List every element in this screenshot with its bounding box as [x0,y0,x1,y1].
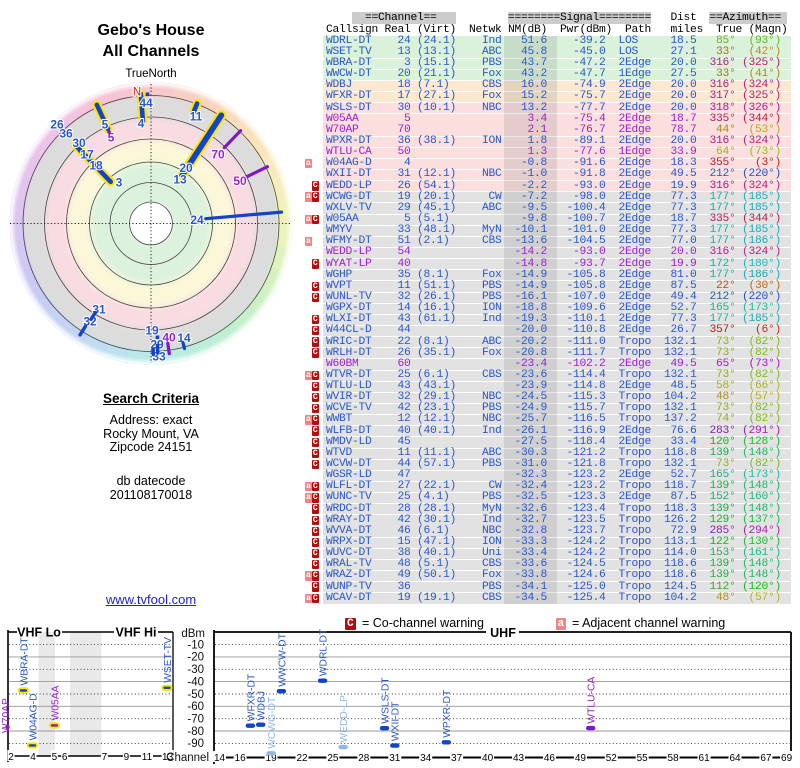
svg-text:-80: -80 [187,726,204,738]
svg-text:37: 37 [451,753,463,764]
svg-text:24: 24 [190,213,204,227]
svg-text:14: 14 [214,753,226,764]
svg-text:43: 43 [513,753,525,764]
svg-text:55: 55 [637,753,649,764]
svg-text:30: 30 [72,136,86,150]
svg-text:58: 58 [668,753,680,764]
svg-text:34: 34 [420,753,432,764]
svg-text:19: 19 [145,324,159,338]
svg-text:WDRL-DT: WDRL-DT [319,628,330,676]
svg-text:52: 52 [606,753,618,764]
svg-text:-70: -70 [187,714,204,726]
svg-text:W04AG-D: W04AG-D [28,693,39,740]
svg-text:61: 61 [699,753,711,764]
svg-text:40: 40 [162,331,176,345]
svg-text:5: 5 [52,752,58,763]
svg-text:64: 64 [729,753,741,764]
svg-text:W05AA: W05AA [50,685,61,720]
svg-text:28: 28 [358,753,370,764]
svg-text:16: 16 [235,753,247,764]
svg-text:UHF: UHF [490,626,516,640]
svg-text:WPXR-DT: WPXR-DT [442,689,453,738]
svg-text:2: 2 [8,752,14,763]
svg-text:-40: -40 [187,676,204,688]
svg-text:WBRA-DT: WBRA-DT [19,637,30,686]
svg-text:dBm: dBm [181,628,205,640]
svg-text:W70AP: W70AP [1,698,12,733]
svg-text:36: 36 [59,127,73,141]
svg-text:VHF Hi: VHF Hi [116,626,157,640]
svg-text:69: 69 [781,753,793,764]
svg-text:-30: -30 [187,664,204,676]
svg-text:40: 40 [482,753,494,764]
svg-text:11: 11 [190,110,203,124]
svg-text:WWCW-DT: WWCW-DT [277,632,288,686]
svg-text:33: 33 [152,350,166,364]
svg-text:22: 22 [296,753,308,764]
svg-text:7: 7 [102,752,108,763]
svg-text:11: 11 [142,752,153,763]
svg-text:67: 67 [760,753,772,764]
svg-text:WDBJ: WDBJ [257,691,268,720]
svg-text:14: 14 [177,331,191,345]
svg-text:25: 25 [327,753,339,764]
svg-text:19: 19 [266,753,278,764]
svg-text:-60: -60 [187,701,204,713]
svg-text:-50: -50 [187,689,204,701]
svg-text:44: 44 [139,96,153,110]
svg-text:49: 49 [575,753,587,764]
svg-text:46: 46 [544,753,556,764]
svg-text:20: 20 [179,161,193,175]
svg-text:18: 18 [89,159,103,173]
svg-text:WFXR-DT: WFXR-DT [246,673,257,721]
svg-text:N: N [133,87,141,99]
svg-text:9: 9 [124,752,130,763]
svg-text:4: 4 [30,752,36,763]
svg-text:70: 70 [211,148,225,162]
svg-text:17: 17 [80,148,94,162]
svg-text:31: 31 [389,753,401,764]
svg-text:5: 5 [102,118,109,132]
svg-text:WSLS-DT: WSLS-DT [380,677,391,724]
svg-text:WCWG-DT: WCWG-DT [267,696,278,749]
svg-text:50: 50 [233,174,247,188]
svg-text:5: 5 [108,131,115,145]
svg-text:-90: -90 [187,738,204,750]
svg-text:4: 4 [138,117,145,131]
svg-text:6: 6 [62,752,68,763]
svg-text:26: 26 [50,118,64,132]
svg-text:WEDD-LP: WEDD-LP [339,695,350,743]
svg-text:WSET-TV: WSET-TV [163,637,174,683]
svg-text:WTLU-CA: WTLU-CA [587,677,598,724]
svg-text:3: 3 [116,176,123,190]
svg-text:13: 13 [162,752,174,763]
svg-text:WXII-DT: WXII-DT [391,701,402,741]
svg-text:13: 13 [173,173,187,187]
svg-text:Channel: Channel [166,752,209,764]
svg-text:-10: -10 [187,639,204,651]
svg-text:-20: -20 [187,652,204,664]
svg-text:VHF Lo: VHF Lo [17,626,61,640]
